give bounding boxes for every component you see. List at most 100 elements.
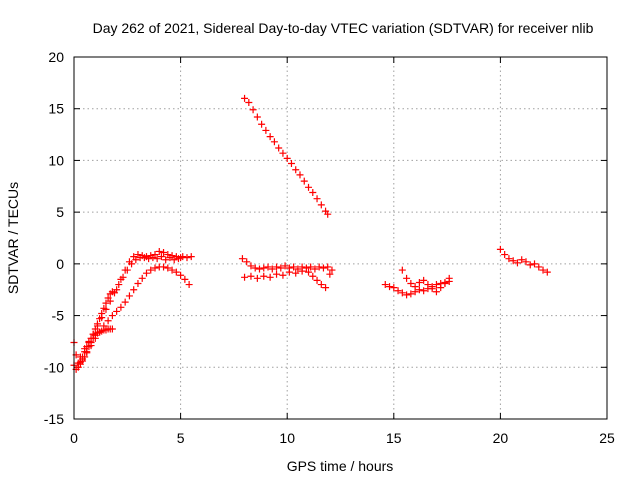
data-point	[324, 263, 332, 271]
data-point	[183, 254, 191, 262]
data-point	[420, 276, 428, 284]
data-point	[313, 195, 321, 203]
series-arc-10	[398, 266, 453, 296]
data-point	[317, 281, 325, 289]
data-point	[522, 258, 530, 266]
data-point	[424, 281, 432, 289]
data-point	[241, 273, 249, 281]
axis-ticks: 0 5 10 15 20 25 -15 -10 -5 0 5 10 15 20	[44, 49, 615, 446]
data-point	[266, 273, 274, 281]
series-arc-5	[113, 247, 185, 294]
series-arc-3	[76, 253, 195, 361]
data-point	[273, 270, 281, 278]
data-point	[275, 144, 283, 152]
data-point	[279, 149, 287, 157]
data-point	[134, 251, 142, 259]
data-point	[309, 272, 317, 280]
series-arc-2	[70, 325, 116, 368]
data-point	[543, 268, 551, 276]
data-point	[266, 133, 274, 141]
data-point	[249, 106, 257, 114]
data-point	[526, 261, 534, 269]
data-point	[279, 271, 287, 279]
data-point	[160, 248, 168, 256]
data-point	[311, 265, 319, 273]
y-tick-label: 15	[48, 101, 64, 117]
data-point	[115, 281, 123, 289]
data-point	[93, 322, 101, 330]
data-point	[79, 355, 87, 363]
data-point	[326, 270, 334, 278]
data-point	[247, 272, 255, 280]
data-point	[432, 281, 440, 289]
data-point	[125, 292, 133, 300]
data-point	[432, 288, 440, 296]
data-point	[313, 276, 321, 284]
data-point	[518, 256, 526, 264]
series-arc-6	[241, 94, 332, 218]
plot-frame	[73, 56, 608, 420]
data-point	[322, 284, 330, 292]
data-point	[390, 284, 398, 292]
x-tick-label: 15	[386, 430, 402, 446]
data-point	[87, 342, 95, 350]
data-point	[309, 188, 317, 196]
data-point	[255, 265, 263, 273]
y-axis-label: SDTVAR / TECUs	[5, 182, 21, 294]
data-point	[292, 269, 300, 277]
data-point	[157, 253, 165, 261]
data-point	[317, 201, 325, 209]
data-point	[160, 263, 168, 271]
data-point	[142, 269, 150, 277]
data-point	[513, 259, 521, 267]
y-tick-label: -10	[44, 359, 64, 375]
data-point	[501, 251, 509, 259]
y-tick-label: 0	[56, 256, 64, 272]
data-point	[147, 252, 155, 260]
data-point	[241, 94, 249, 102]
data-point	[102, 305, 110, 313]
data-point	[253, 274, 261, 282]
data-point	[247, 262, 255, 270]
data-point	[302, 264, 310, 272]
data-point	[121, 298, 129, 306]
data-point	[172, 268, 180, 276]
data-points	[70, 94, 551, 373]
data-point	[403, 291, 411, 299]
data-point	[305, 183, 313, 191]
data-point	[285, 268, 293, 276]
data-point	[264, 263, 272, 271]
data-point	[270, 138, 278, 146]
data-point	[104, 317, 112, 325]
chart-title: Day 262 of 2021, Sidereal Day-to-day VTE…	[93, 20, 594, 36]
data-point	[437, 284, 445, 292]
data-point	[81, 345, 89, 353]
x-tick-label: 20	[493, 430, 509, 446]
data-point	[108, 325, 116, 333]
data-point	[403, 274, 411, 282]
y-tick-label: 10	[48, 152, 64, 168]
data-point	[117, 303, 125, 311]
data-point	[398, 289, 406, 297]
data-point	[138, 274, 146, 282]
data-point	[386, 283, 394, 291]
data-point	[290, 263, 298, 271]
data-point	[324, 210, 332, 218]
data-point	[108, 312, 116, 320]
data-point	[398, 266, 406, 274]
data-point	[407, 280, 415, 288]
data-point	[96, 328, 104, 336]
data-point	[253, 113, 261, 121]
data-point	[142, 253, 150, 261]
data-point	[113, 286, 121, 294]
data-point	[258, 120, 266, 128]
y-tick-label: 20	[48, 49, 64, 65]
series-arc-4	[79, 263, 193, 363]
data-point	[300, 177, 308, 185]
data-point	[294, 265, 302, 273]
data-point	[134, 280, 142, 288]
data-point	[496, 245, 504, 253]
data-point	[185, 281, 193, 289]
data-point	[298, 267, 306, 275]
data-point	[262, 126, 270, 134]
